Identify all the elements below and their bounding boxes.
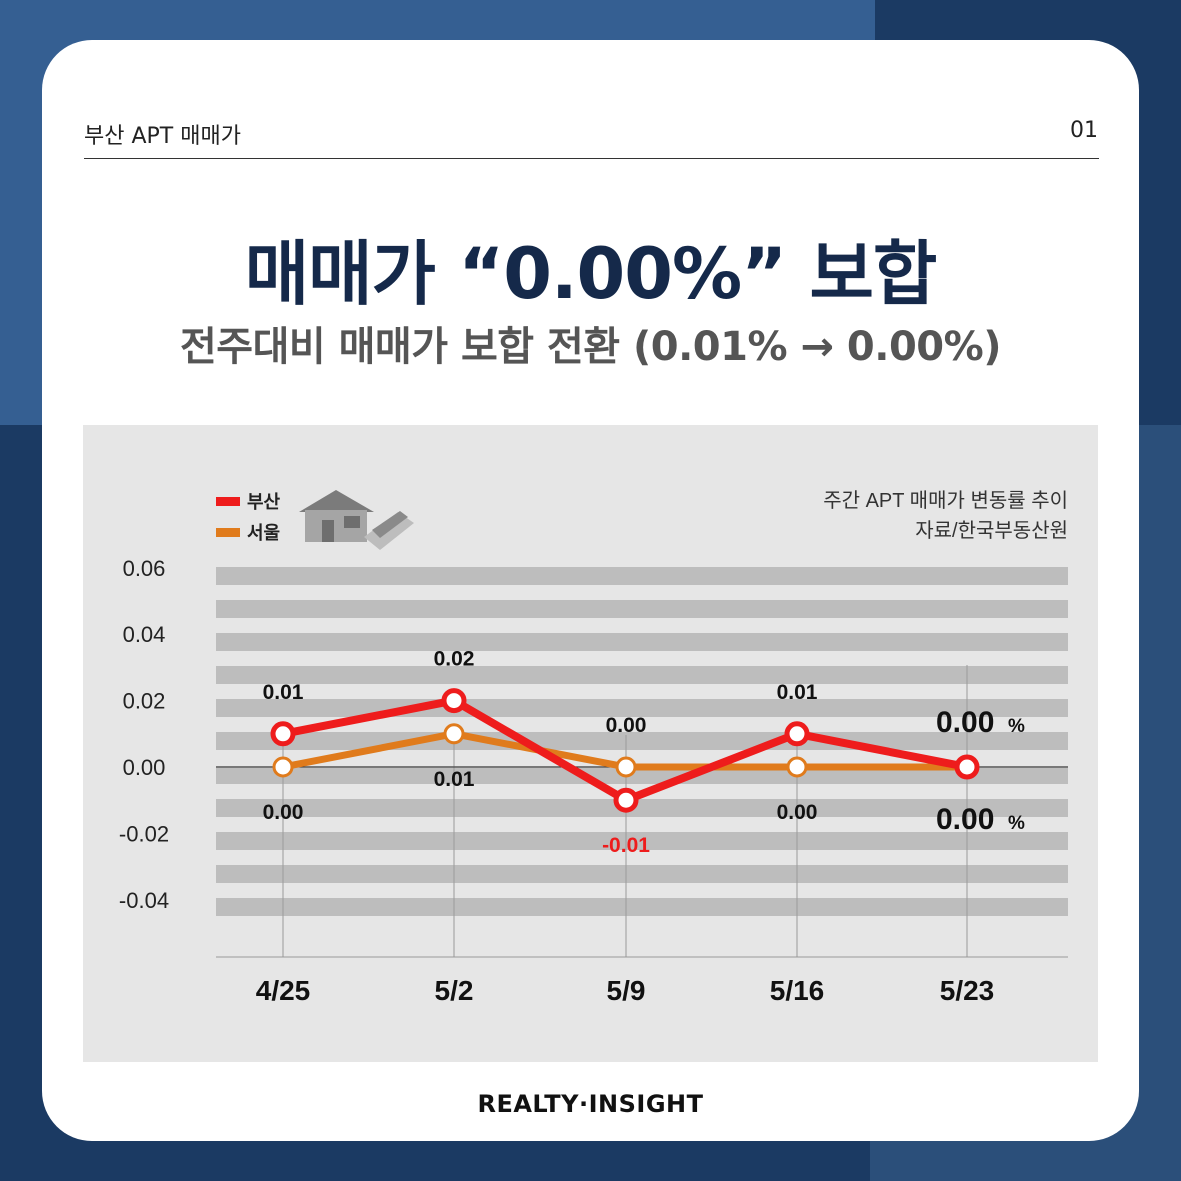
data-label-busan: 0.02 — [434, 648, 475, 671]
legend-swatch-busan — [216, 497, 240, 506]
grid-band — [216, 633, 1068, 651]
data-point-seoul — [272, 756, 294, 778]
data-label-seoul-last-unit: % — [1008, 813, 1025, 834]
data-point-busan — [613, 787, 639, 813]
data-point-seoul — [786, 756, 808, 778]
grid-band — [216, 567, 1068, 585]
page-subtitle: 전주대비 매매가 보합 전환 (0.01% → 0.00%) — [180, 324, 1001, 370]
data-label-busan: -0.01 — [602, 834, 650, 857]
grid-band — [216, 865, 1068, 883]
data-point-busan — [954, 754, 980, 780]
grid-band — [216, 832, 1068, 850]
data-point-busan — [441, 688, 467, 714]
data-label-seoul: 0.00 — [606, 714, 647, 737]
data-label-busan: 0.01 — [263, 681, 304, 704]
data-label-busan-last: 0.00 — [936, 706, 994, 739]
grid-band — [216, 600, 1068, 618]
data-point-seoul — [443, 723, 465, 745]
data-label-seoul: 0.01 — [434, 768, 475, 791]
data-point-busan — [784, 721, 810, 747]
legend-label-seoul: 서울 — [247, 523, 280, 543]
grid-band — [216, 666, 1068, 684]
y-tick-label: 0.06 — [123, 556, 166, 581]
data-label-seoul: 0.00 — [263, 801, 304, 824]
x-tick-label: 4/25 — [256, 975, 311, 1006]
data-label-busan-last-unit: % — [1008, 716, 1025, 737]
x-tick-label: 5/9 — [607, 975, 646, 1006]
header-category: 부산 APT 매매가 — [84, 124, 241, 149]
chart-source: 자료/한국부동산원 — [915, 519, 1068, 542]
grid-band — [216, 898, 1068, 916]
x-tick-label: 5/23 — [940, 975, 995, 1006]
page-title: 매매가 “0.00%” 보합 — [244, 233, 938, 315]
legend-swatch-seoul — [216, 528, 240, 537]
y-tick-label: -0.04 — [119, 888, 169, 913]
chart-title: 주간 APT 매매가 변동률 추이 — [823, 489, 1068, 512]
x-tick-label: 5/2 — [435, 975, 474, 1006]
y-tick-label: -0.02 — [119, 821, 169, 846]
x-tick-label: 5/16 — [770, 975, 825, 1006]
data-label-seoul: 0.00 — [777, 801, 818, 824]
page-number: 01 — [1070, 118, 1098, 143]
data-label-seoul-last: 0.00 — [936, 803, 994, 836]
y-tick-label: 0.02 — [123, 689, 166, 714]
data-point-seoul — [615, 756, 637, 778]
data-point-busan — [270, 721, 296, 747]
house-icon — [299, 490, 414, 550]
data-label-busan: 0.01 — [777, 681, 818, 704]
legend-label-busan: 부산 — [247, 492, 281, 512]
header-divider — [84, 158, 1099, 159]
y-tick-label: 0.00 — [123, 755, 166, 780]
y-tick-label: 0.04 — [123, 622, 166, 647]
grid-band — [216, 799, 1068, 817]
brand-footer: REALTY·INSIGHT — [477, 1090, 704, 1118]
